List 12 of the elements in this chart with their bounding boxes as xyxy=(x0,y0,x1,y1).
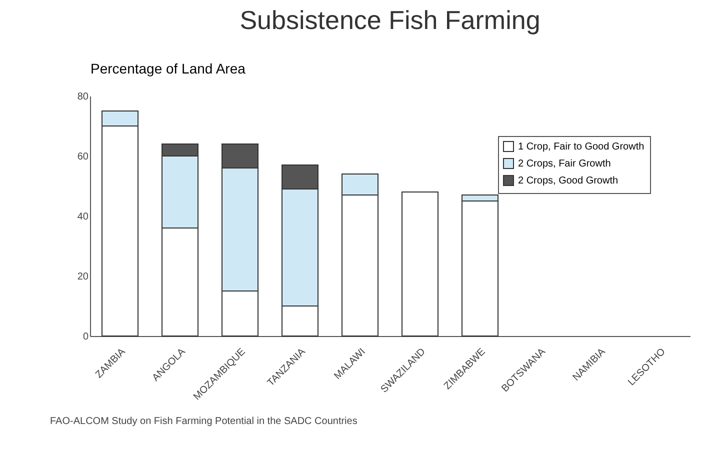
y-tick-label: 80 xyxy=(77,92,89,102)
legend-label: 2 Crops, Good Growth xyxy=(518,176,618,186)
y-tick-label: 60 xyxy=(77,152,89,162)
legend-label: 1 Crop, Fair to Good Growth xyxy=(518,142,644,152)
y-tick-label: 40 xyxy=(77,212,89,222)
y-tick-label: 20 xyxy=(77,272,89,282)
bar xyxy=(402,192,438,336)
y-tick-label: 0 xyxy=(82,332,89,342)
chart-title: Subsistence Fish Farming xyxy=(240,5,540,35)
text: FAO-ALCOM Study on Fish Farming Potential in the SADC Countries xyxy=(50,416,358,427)
y-axis-title: Percentage of Land Area xyxy=(90,60,246,76)
legend-label: 2 Crops, Fair Growth xyxy=(518,158,611,170)
